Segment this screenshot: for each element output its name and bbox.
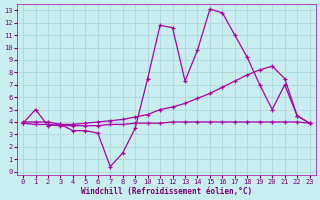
X-axis label: Windchill (Refroidissement éolien,°C): Windchill (Refroidissement éolien,°C) xyxy=(81,187,252,196)
